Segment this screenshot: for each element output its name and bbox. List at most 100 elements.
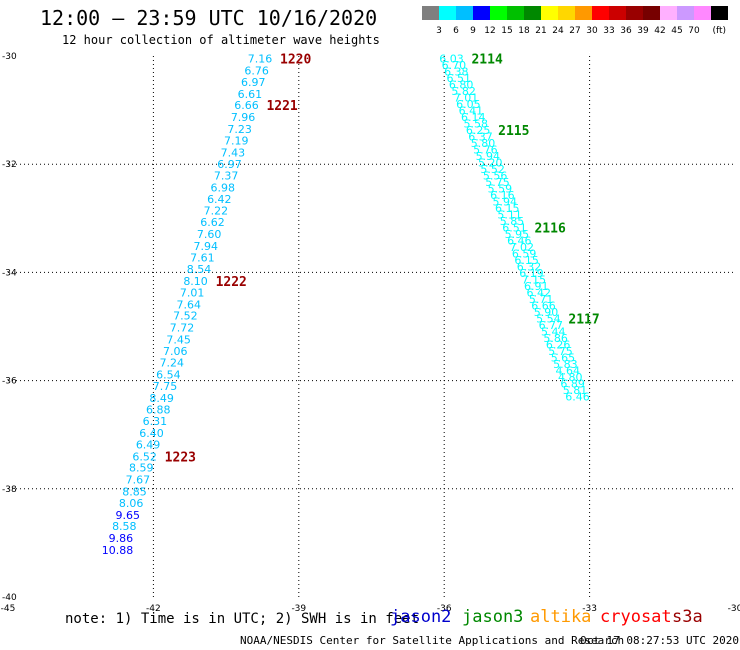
swh-value-label: 5.54 [536, 312, 561, 325]
legend-tick-label: 30 [586, 26, 598, 36]
swh-value-label: 7.22 [204, 205, 229, 218]
swh-value-label: 6.26 [546, 338, 571, 351]
swh-value-label: 6.51 [446, 72, 471, 85]
swh-value-label: 8.58 [112, 520, 137, 533]
sat-cryosat: cryosat [600, 607, 672, 627]
swh-value-label: 5.83 [553, 358, 578, 371]
swh-value-label: 6.15 [514, 254, 539, 267]
legend-swatch [677, 6, 694, 20]
swh-value-label: 8.59 [129, 462, 154, 475]
swh-value-label: 8.49 [149, 392, 174, 405]
swh-value-label: 6.15 [495, 202, 520, 215]
swh-value-label: 10.88 [102, 544, 134, 557]
y-tick-label: -40 [2, 593, 17, 603]
y-tick-label: -36 [2, 377, 17, 387]
credit-line: NOAA/NESDIS Center for Satellite Applica… [240, 634, 625, 647]
swh-value-label: 4.64 [556, 364, 581, 377]
swh-value-label: 6.76 [244, 65, 269, 78]
x-tick-label: -33 [582, 604, 597, 614]
y-tick-label: -38 [2, 485, 17, 495]
swh-value-label: 6.46 [565, 390, 590, 403]
sat-jason3: jason3 [462, 607, 524, 627]
swh-value-label: 5.20 [478, 157, 503, 170]
legend-swatch [422, 6, 439, 20]
swh-value-label: 8.10 [183, 275, 208, 288]
swh-value-label: 7.60 [197, 228, 222, 241]
swh-value-label: 6.03 [439, 53, 464, 66]
page-subtitle: 12 hour collection of altimeter wave hei… [62, 33, 380, 47]
swh-value-label: 7.52 [173, 310, 198, 323]
swh-value-label: 6.89 [560, 377, 585, 390]
swh-value-label: 5.95 [505, 228, 530, 241]
legend-swatch [626, 6, 643, 20]
swh-value-label: 7.01 [180, 286, 205, 299]
swh-value-label: 5.94 [493, 196, 518, 209]
y-tick-label: -32 [2, 160, 17, 170]
swh-value-label: 6.66 [234, 99, 259, 112]
swh-value-label: 7.94 [193, 240, 218, 253]
swh-value-label: 7.45 [166, 333, 191, 346]
legend-swatch [575, 6, 592, 20]
legend-tick-label: 21 [535, 26, 546, 36]
swh-value-label: 6.16 [490, 189, 515, 202]
swh-value-label: 6.41 [459, 105, 484, 118]
swh-value-label: 4.80 [558, 371, 583, 384]
swh-value-label: 9.86 [109, 532, 134, 545]
swh-value-label: 6.88 [146, 403, 171, 416]
legend-swatch [711, 6, 728, 20]
generated-timestamp: Oct 17 08:27:53 UTC 2020 [580, 634, 739, 647]
legend-swatch [609, 6, 626, 20]
swh-value-label: 7.64 [177, 298, 202, 311]
color-legend: 3 6 9 12 15 18 21 24 27 30 33 36 39 42 45 70 (ft) [422, 6, 728, 36]
swh-value-label: 7.61 [190, 251, 215, 264]
time-annotation: 2116 [534, 221, 565, 236]
swh-value-label: 7.06 [163, 345, 188, 358]
swh-value-label: 6.62 [200, 216, 225, 229]
legend-tick-label: 15 [501, 26, 512, 36]
swh-value-label: 7.72 [170, 322, 195, 335]
swh-value-label: 7.67 [126, 474, 151, 487]
swh-value-label: 6.61 [238, 88, 263, 101]
swh-value-label: 7.75 [153, 380, 178, 393]
swh-value-label: 6.80 [449, 79, 474, 92]
legend-tick-label: 24 [552, 26, 564, 36]
sat-altika: altika [530, 607, 592, 627]
swh-value-label: 7.01 [454, 92, 479, 105]
swh-value-label: 7.96 [231, 111, 256, 124]
x-tick-label: -30 [728, 604, 740, 614]
swh-value-label: 5.44 [541, 325, 566, 338]
legend-swatch [660, 6, 677, 20]
swh-value-label: 6.40 [139, 427, 164, 440]
swh-value-label: 6.37 [468, 131, 493, 144]
legend-tick-label: 12 [484, 26, 495, 36]
swh-value-label: 7.23 [227, 123, 252, 136]
legend-swatch [558, 6, 575, 20]
y-tick-label: -30 [2, 52, 17, 62]
swh-value-label: 6.38 [444, 66, 469, 79]
legend-unit: (ft) [712, 26, 726, 36]
legend-swatch [507, 6, 524, 20]
time-annotation: 2115 [498, 124, 529, 139]
time-annotation: 1223 [165, 450, 196, 465]
legend-tick-label: 3 [436, 26, 442, 36]
swh-value-label: 5.85 [500, 215, 525, 228]
swh-value-label: 5.65 [551, 351, 576, 364]
swh-value-label: 6.42 [207, 193, 232, 206]
legend-swatch [592, 6, 609, 20]
swh-value-label: 7.16 [248, 53, 273, 66]
swh-value-label: 5.52 [480, 163, 505, 176]
legend-tick-label: 36 [620, 26, 632, 36]
swh-value-label: 5.11 [497, 209, 522, 222]
swh-value-label: 6.42 [526, 286, 551, 299]
swh-value-label: 6.19 [519, 267, 544, 280]
legend-tick-label: 18 [518, 26, 530, 36]
swh-value-label: 5.90 [534, 306, 559, 319]
swh-value-label: 6.25 [466, 124, 491, 137]
legend-tick-label: 9 [470, 26, 476, 36]
swh-value-label: 5.75 [548, 345, 573, 358]
legend-tick-label: 33 [603, 26, 614, 36]
x-tick-label: -42 [146, 604, 161, 614]
swh-value-label: 6.66 [531, 299, 556, 312]
swh-value-label: 5.80 [471, 137, 496, 150]
swh-value-label: 5.82 [451, 85, 476, 98]
